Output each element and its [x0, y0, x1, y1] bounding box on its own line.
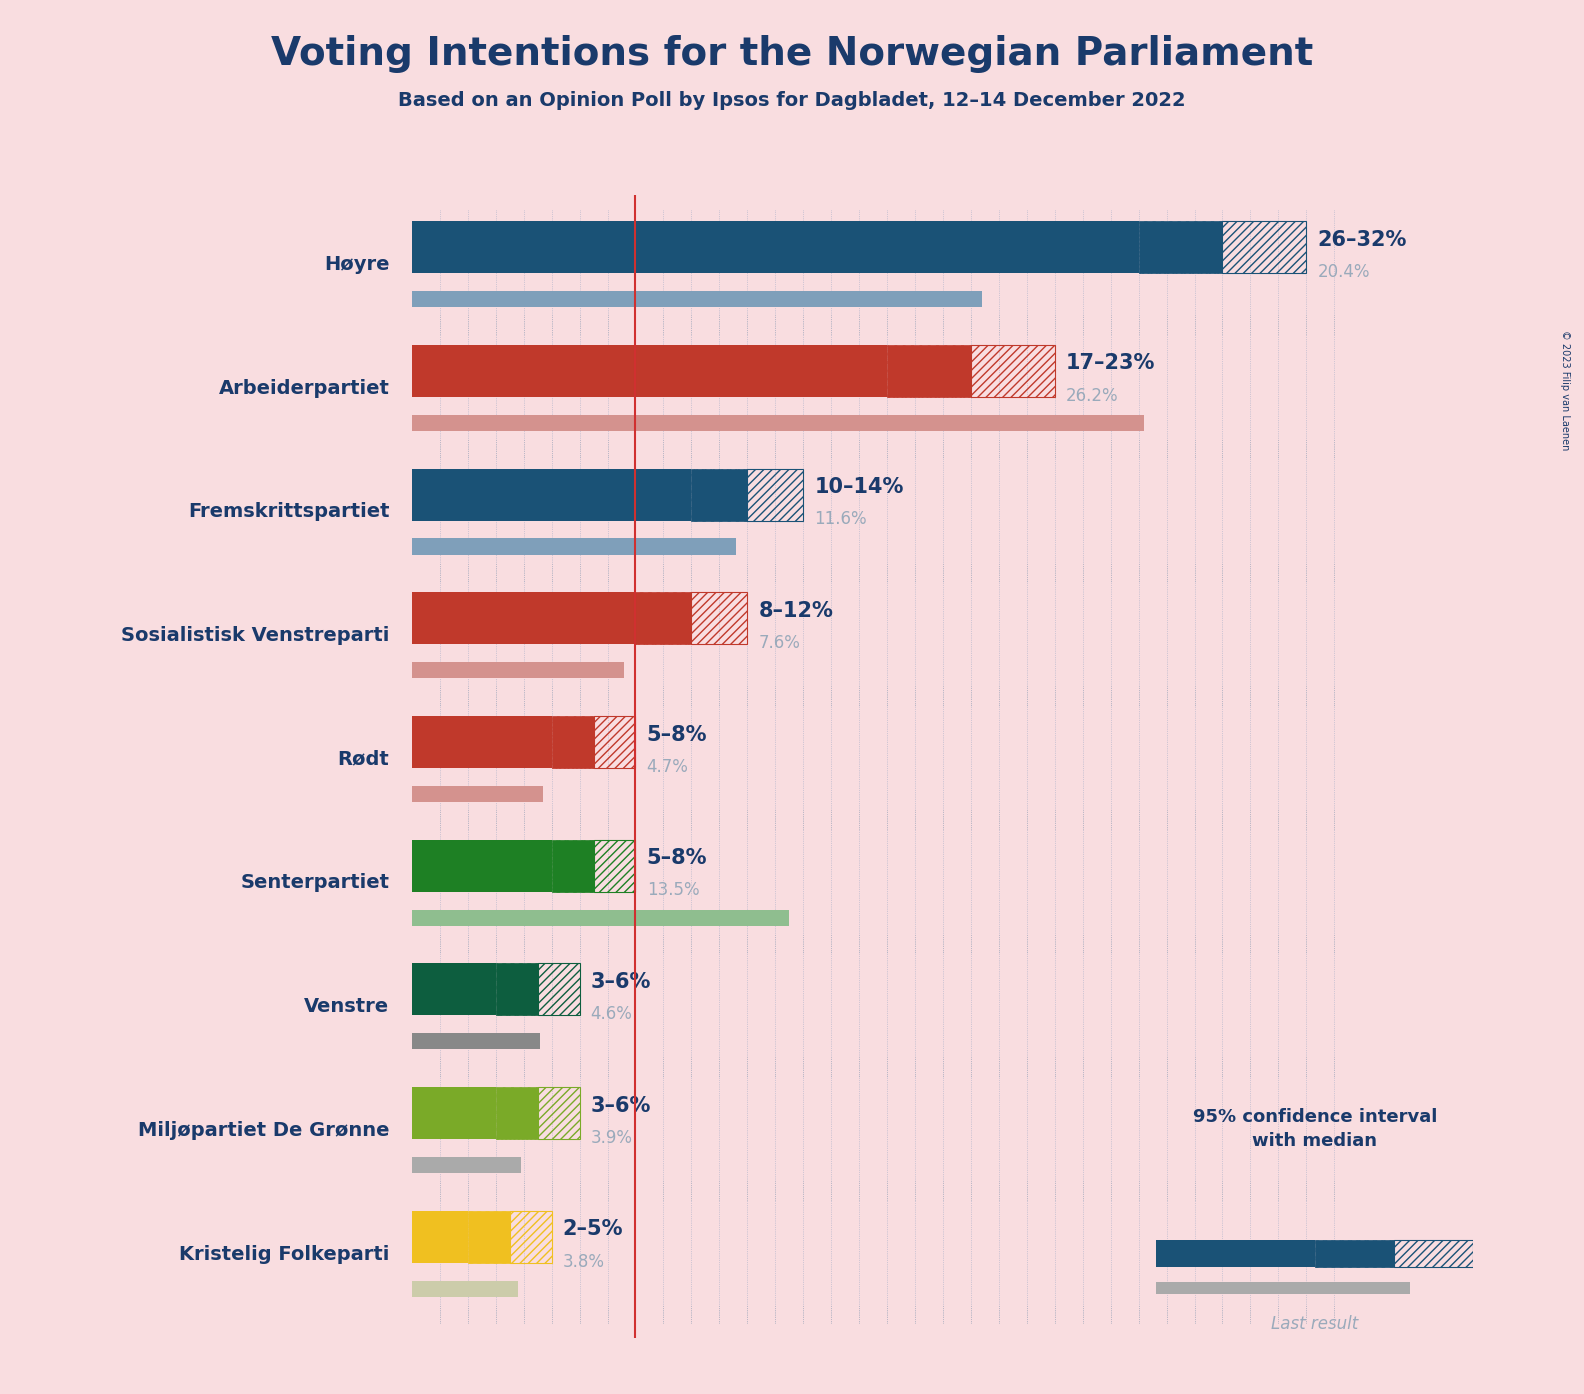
Bar	[1394, 1241, 1473, 1267]
Bar	[691, 468, 748, 520]
Bar	[635, 592, 691, 644]
Bar	[496, 1087, 537, 1139]
Bar	[537, 1087, 580, 1139]
Text: Høyre: Høyre	[325, 255, 390, 275]
Text: 26.2%: 26.2%	[1066, 386, 1118, 404]
Text: 4.7%: 4.7%	[646, 758, 689, 775]
Text: 5–8%: 5–8%	[646, 848, 706, 868]
Bar	[510, 1211, 551, 1263]
Bar	[412, 1087, 496, 1139]
Bar	[412, 662, 624, 679]
Bar	[412, 415, 1144, 431]
Text: 11.6%: 11.6%	[814, 510, 866, 528]
Text: 8–12%: 8–12%	[759, 601, 833, 620]
Bar	[551, 717, 594, 768]
Text: 26–32%: 26–32%	[1318, 230, 1407, 250]
Bar	[594, 717, 635, 768]
Bar	[1156, 1241, 1315, 1267]
Bar	[412, 839, 551, 892]
Text: Sosialistisk Venstreparti: Sosialistisk Venstreparti	[120, 626, 390, 645]
Text: Last result: Last result	[1270, 1315, 1359, 1333]
Text: 17–23%: 17–23%	[1066, 354, 1155, 374]
Text: Venstre: Venstre	[304, 997, 390, 1016]
Bar	[691, 592, 748, 644]
Bar	[412, 910, 789, 926]
Text: 3–6%: 3–6%	[591, 1096, 651, 1115]
Bar	[748, 468, 803, 520]
Bar	[1315, 1241, 1394, 1267]
Bar	[412, 1157, 521, 1174]
Bar	[537, 963, 580, 1015]
Bar	[412, 963, 496, 1015]
Bar	[887, 344, 971, 397]
Text: 7.6%: 7.6%	[759, 634, 800, 652]
Text: 3–6%: 3–6%	[591, 972, 651, 993]
Bar	[412, 592, 635, 644]
Text: Arbeiderpartiet: Arbeiderpartiet	[219, 379, 390, 397]
Text: Rødt: Rødt	[337, 750, 390, 768]
Text: Senterpartiet: Senterpartiet	[241, 874, 390, 892]
Bar	[412, 291, 982, 307]
Bar	[412, 538, 737, 555]
Text: 13.5%: 13.5%	[646, 881, 699, 899]
Bar	[412, 717, 551, 768]
Bar	[594, 839, 635, 892]
Text: Voting Intentions for the Norwegian Parliament: Voting Intentions for the Norwegian Parl…	[271, 35, 1313, 72]
Bar	[412, 1281, 518, 1296]
Text: 20.4%: 20.4%	[1318, 263, 1370, 280]
Text: 5–8%: 5–8%	[646, 725, 706, 744]
Text: 2–5%: 2–5%	[562, 1220, 623, 1239]
Bar	[1156, 1282, 1410, 1294]
Bar	[1223, 222, 1307, 273]
Bar	[412, 468, 691, 520]
Bar	[971, 344, 1055, 397]
Text: 95% confidence interval
with median: 95% confidence interval with median	[1193, 1108, 1437, 1150]
Text: 3.8%: 3.8%	[562, 1253, 605, 1270]
Text: Miljøpartiet De Grønne: Miljøpartiet De Grønne	[138, 1121, 390, 1140]
Text: Kristelig Folkeparti: Kristelig Folkeparti	[179, 1245, 390, 1263]
Bar	[496, 963, 537, 1015]
Bar	[412, 1211, 467, 1263]
Text: 4.6%: 4.6%	[591, 1005, 632, 1023]
Text: 3.9%: 3.9%	[591, 1129, 632, 1147]
Bar	[412, 222, 1139, 273]
Bar	[412, 344, 887, 397]
Text: © 2023 Filip van Laenen: © 2023 Filip van Laenen	[1560, 330, 1570, 450]
Text: Fremskrittspartiet: Fremskrittspartiet	[188, 502, 390, 521]
Text: 10–14%: 10–14%	[814, 477, 904, 498]
Bar	[467, 1211, 510, 1263]
Bar	[412, 786, 543, 802]
Text: Based on an Opinion Poll by Ipsos for Dagbladet, 12–14 December 2022: Based on an Opinion Poll by Ipsos for Da…	[398, 91, 1186, 110]
Bar	[1139, 222, 1223, 273]
Bar	[412, 1033, 540, 1050]
Bar	[551, 839, 594, 892]
